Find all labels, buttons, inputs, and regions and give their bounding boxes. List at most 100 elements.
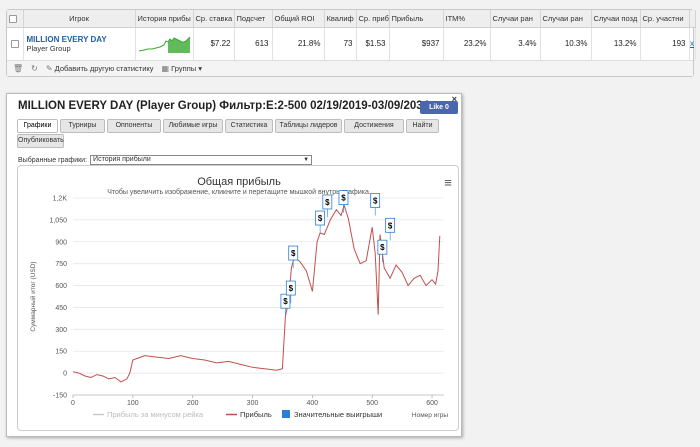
big-win-label: $ xyxy=(325,198,330,207)
late-cell: 13.2% xyxy=(591,27,641,60)
legend-rake-label: Прибыль за минусом рейка xyxy=(107,410,204,419)
big-win-label: $ xyxy=(283,297,288,306)
col-header-player[interactable]: Игрок xyxy=(23,10,136,28)
x-tick-label: 500 xyxy=(366,400,378,407)
col-header-qualified[interactable]: Квалиф xyxy=(324,10,357,28)
avg-entrants-cell: 193 xyxy=(640,27,690,60)
col-header-early1[interactable]: Случаи ран xyxy=(490,10,541,28)
grid-icon: ▦ xyxy=(161,64,170,73)
refresh-icon[interactable]: ↻ xyxy=(31,64,38,73)
x-tick-label: 300 xyxy=(247,400,259,407)
big-win-flag xyxy=(385,217,396,233)
graph-select-value: История прибыли xyxy=(93,156,151,163)
count-cell: 613 xyxy=(234,27,273,60)
tab-opponents[interactable]: Оппоненты xyxy=(107,119,161,133)
legend-profit-label: Прибыль xyxy=(240,410,272,419)
big-win-flag xyxy=(285,280,296,296)
y-tick-label: 750 xyxy=(55,261,67,268)
table-row: MILLION EVERY DAY Player Group ♛ $7.22 6… xyxy=(7,27,696,60)
col-header-itm[interactable]: ITM% xyxy=(443,10,491,28)
facebook-like-button[interactable]: Like 0 xyxy=(420,101,458,114)
groups-label: Группы xyxy=(171,64,197,73)
tab-publish[interactable]: Опубликовать xyxy=(17,134,64,148)
panel-title: MILLION EVERY DAY (Player Group) Фильтр:… xyxy=(18,100,430,112)
big-win-flag xyxy=(322,194,333,210)
tab-statistics[interactable]: Статистика xyxy=(225,119,273,133)
x-tick-label: 600 xyxy=(426,400,438,407)
roi-cell: 21.8% xyxy=(272,27,325,60)
big-win-flag xyxy=(370,193,381,208)
trash-icon[interactable]: 🗑 xyxy=(13,64,24,73)
big-win-flag xyxy=(315,210,326,226)
chart-subtitle: Чтобы увеличить изображение, кликните и … xyxy=(107,188,371,196)
tab-favorite-games[interactable]: Любимые игры xyxy=(163,119,223,133)
chevron-down-icon: ▼ xyxy=(303,157,310,163)
col-header-avg-stake[interactable]: Ср. ставка xyxy=(193,10,235,28)
itm-cell: 23.2% xyxy=(443,27,491,60)
y-tick-label: 600 xyxy=(55,283,67,290)
y-tick-label: 150 xyxy=(55,349,67,356)
remove-row-link[interactable]: x xyxy=(689,27,696,60)
col-header-early2[interactable]: Случаи ран xyxy=(540,10,592,28)
big-win-label: $ xyxy=(291,249,296,258)
qualified-cell: 73 xyxy=(324,27,357,60)
y-tick-label: 0 xyxy=(63,371,67,378)
big-win-label: $ xyxy=(289,284,294,293)
big-win-label: $ xyxy=(388,221,393,230)
col-header-avg-entrants[interactable]: Ср. участни xyxy=(640,10,690,28)
chart-container[interactable]: Общая прибыль Чтобы увеличить изображение… xyxy=(17,165,459,431)
tab-leaderboards[interactable]: Таблицы лидеров xyxy=(275,119,342,133)
avg-stake-cell: $7.22 xyxy=(193,27,235,60)
like-label: Like 0 xyxy=(429,104,449,111)
tab-find[interactable]: Найти xyxy=(406,119,439,133)
big-win-label: $ xyxy=(318,214,323,223)
col-header-roi[interactable]: Общий ROI xyxy=(272,10,325,28)
select-all-checkbox[interactable] xyxy=(7,10,24,28)
tab-graphs[interactable]: Графики xyxy=(17,119,58,133)
graph-selector-row: Выбранные графики: История прибыли ▼ xyxy=(18,155,313,165)
big-win-label: $ xyxy=(373,197,378,206)
tab-achievements[interactable]: Достижения xyxy=(344,119,404,133)
x-tick-label: 100 xyxy=(127,400,139,407)
add-stat-button[interactable]: ✎ Добавить другую статистику xyxy=(46,64,154,73)
stats-table: Игрок История прибы Ср. ставка Подсчет О… xyxy=(7,10,696,60)
legend-bigwin-swatch xyxy=(282,410,290,418)
big-win-label: $ xyxy=(341,194,346,203)
col-header-history[interactable]: История прибы xyxy=(135,10,194,28)
chart-title: Общая прибыль xyxy=(197,176,281,188)
col-header-late[interactable]: Случаи позд xyxy=(591,10,641,28)
add-stat-label: Добавить другую статистику xyxy=(54,64,154,73)
big-win-flag xyxy=(280,293,291,309)
edit-icon: ✎ xyxy=(45,64,53,73)
profit-sparkline xyxy=(138,36,190,53)
early2-cell: 10.3% xyxy=(540,27,592,60)
early1-cell: 3.4% xyxy=(490,27,541,60)
player-cell: MILLION EVERY DAY Player Group ♛ xyxy=(23,27,136,60)
legend-bigwin-label: Значительные выигрыши xyxy=(294,410,382,419)
row-checkbox[interactable] xyxy=(7,27,24,60)
tab-tournaments[interactable]: Турниры xyxy=(60,119,105,133)
graph-select[interactable]: История прибыли ▼ xyxy=(90,155,313,165)
y-tick-label: 300 xyxy=(55,327,67,334)
table-header-row: Игрок История прибы Ср. ставка Подсчет О… xyxy=(7,10,696,28)
x-tick-label: 200 xyxy=(187,400,199,407)
col-header-avg-profit[interactable]: Ср. приб xyxy=(356,10,390,28)
col-header-profit[interactable]: Прибыль xyxy=(389,10,444,28)
y-tick-label: 1,2K xyxy=(53,196,68,203)
x-tick-label: 0 xyxy=(71,400,75,407)
big-win-flag xyxy=(288,245,299,261)
profit-series-line xyxy=(72,203,441,383)
sparkline-cell[interactable] xyxy=(135,27,194,60)
player-group-label: Player Group xyxy=(26,43,71,53)
big-win-flag xyxy=(377,239,388,255)
groups-button[interactable]: ▦ Группы ▾ xyxy=(162,64,203,73)
col-header-count[interactable]: Подсчет xyxy=(234,10,273,28)
avg-profit-cell: $1.53 xyxy=(356,27,390,60)
graph-selector-label: Выбранные графики: xyxy=(18,156,88,164)
y-axis-label: Суммарный итог (USD) xyxy=(29,261,37,331)
chart-menu-icon[interactable]: ≡ xyxy=(444,175,452,190)
close-icon[interactable]: × xyxy=(451,94,457,104)
x-tick-label: 400 xyxy=(307,400,319,407)
player-name-link[interactable]: MILLION EVERY DAY xyxy=(26,34,107,44)
